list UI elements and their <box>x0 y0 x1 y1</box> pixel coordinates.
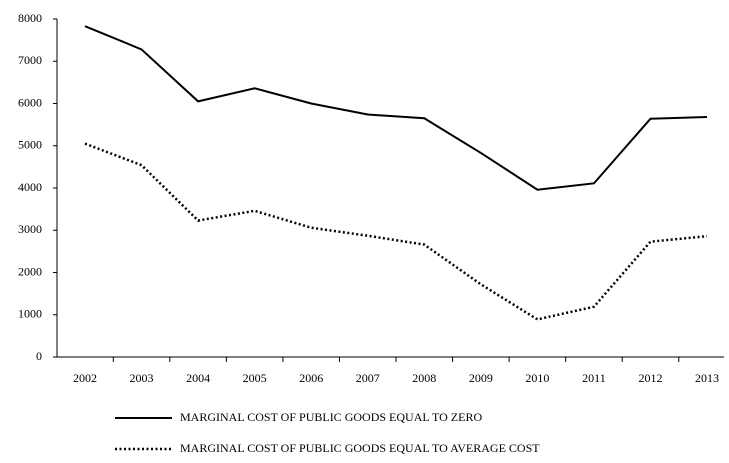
y-tick-label: 0 <box>36 349 42 363</box>
x-tick-label: 2012 <box>639 371 663 385</box>
x-tick-label: 2007 <box>356 371 380 385</box>
x-tick-label: 2006 <box>299 371 323 385</box>
y-tick-label: 6000 <box>18 95 42 109</box>
x-tick-label: 2002 <box>73 371 97 385</box>
y-tick-label: 8000 <box>18 11 42 25</box>
legend-label: MARGINAL COST OF PUBLIC GOODS EQUAL TO Z… <box>180 410 482 424</box>
y-tick-label: 5000 <box>18 138 42 152</box>
y-tick-label: 7000 <box>18 53 42 67</box>
x-tick-label: 2008 <box>412 371 436 385</box>
x-tick-label: 2011 <box>582 371 606 385</box>
x-tick-label: 2013 <box>695 371 719 385</box>
series-line <box>84 25 708 191</box>
x-tick-label: 2003 <box>130 371 154 385</box>
x-tick-label: 2009 <box>469 371 493 385</box>
y-tick-label: 1000 <box>18 307 42 321</box>
legend-label: MARGINAL COST OF PUBLIC GOODS EQUAL TO A… <box>180 441 540 455</box>
x-tick-label: 2010 <box>525 371 549 385</box>
y-tick-label: 3000 <box>18 222 42 236</box>
y-tick-label: 4000 <box>18 180 42 194</box>
series-line <box>84 142 708 321</box>
x-tick-label: 2004 <box>186 371 210 385</box>
y-tick-label: 2000 <box>18 264 42 278</box>
x-tick-label: 2005 <box>243 371 267 385</box>
